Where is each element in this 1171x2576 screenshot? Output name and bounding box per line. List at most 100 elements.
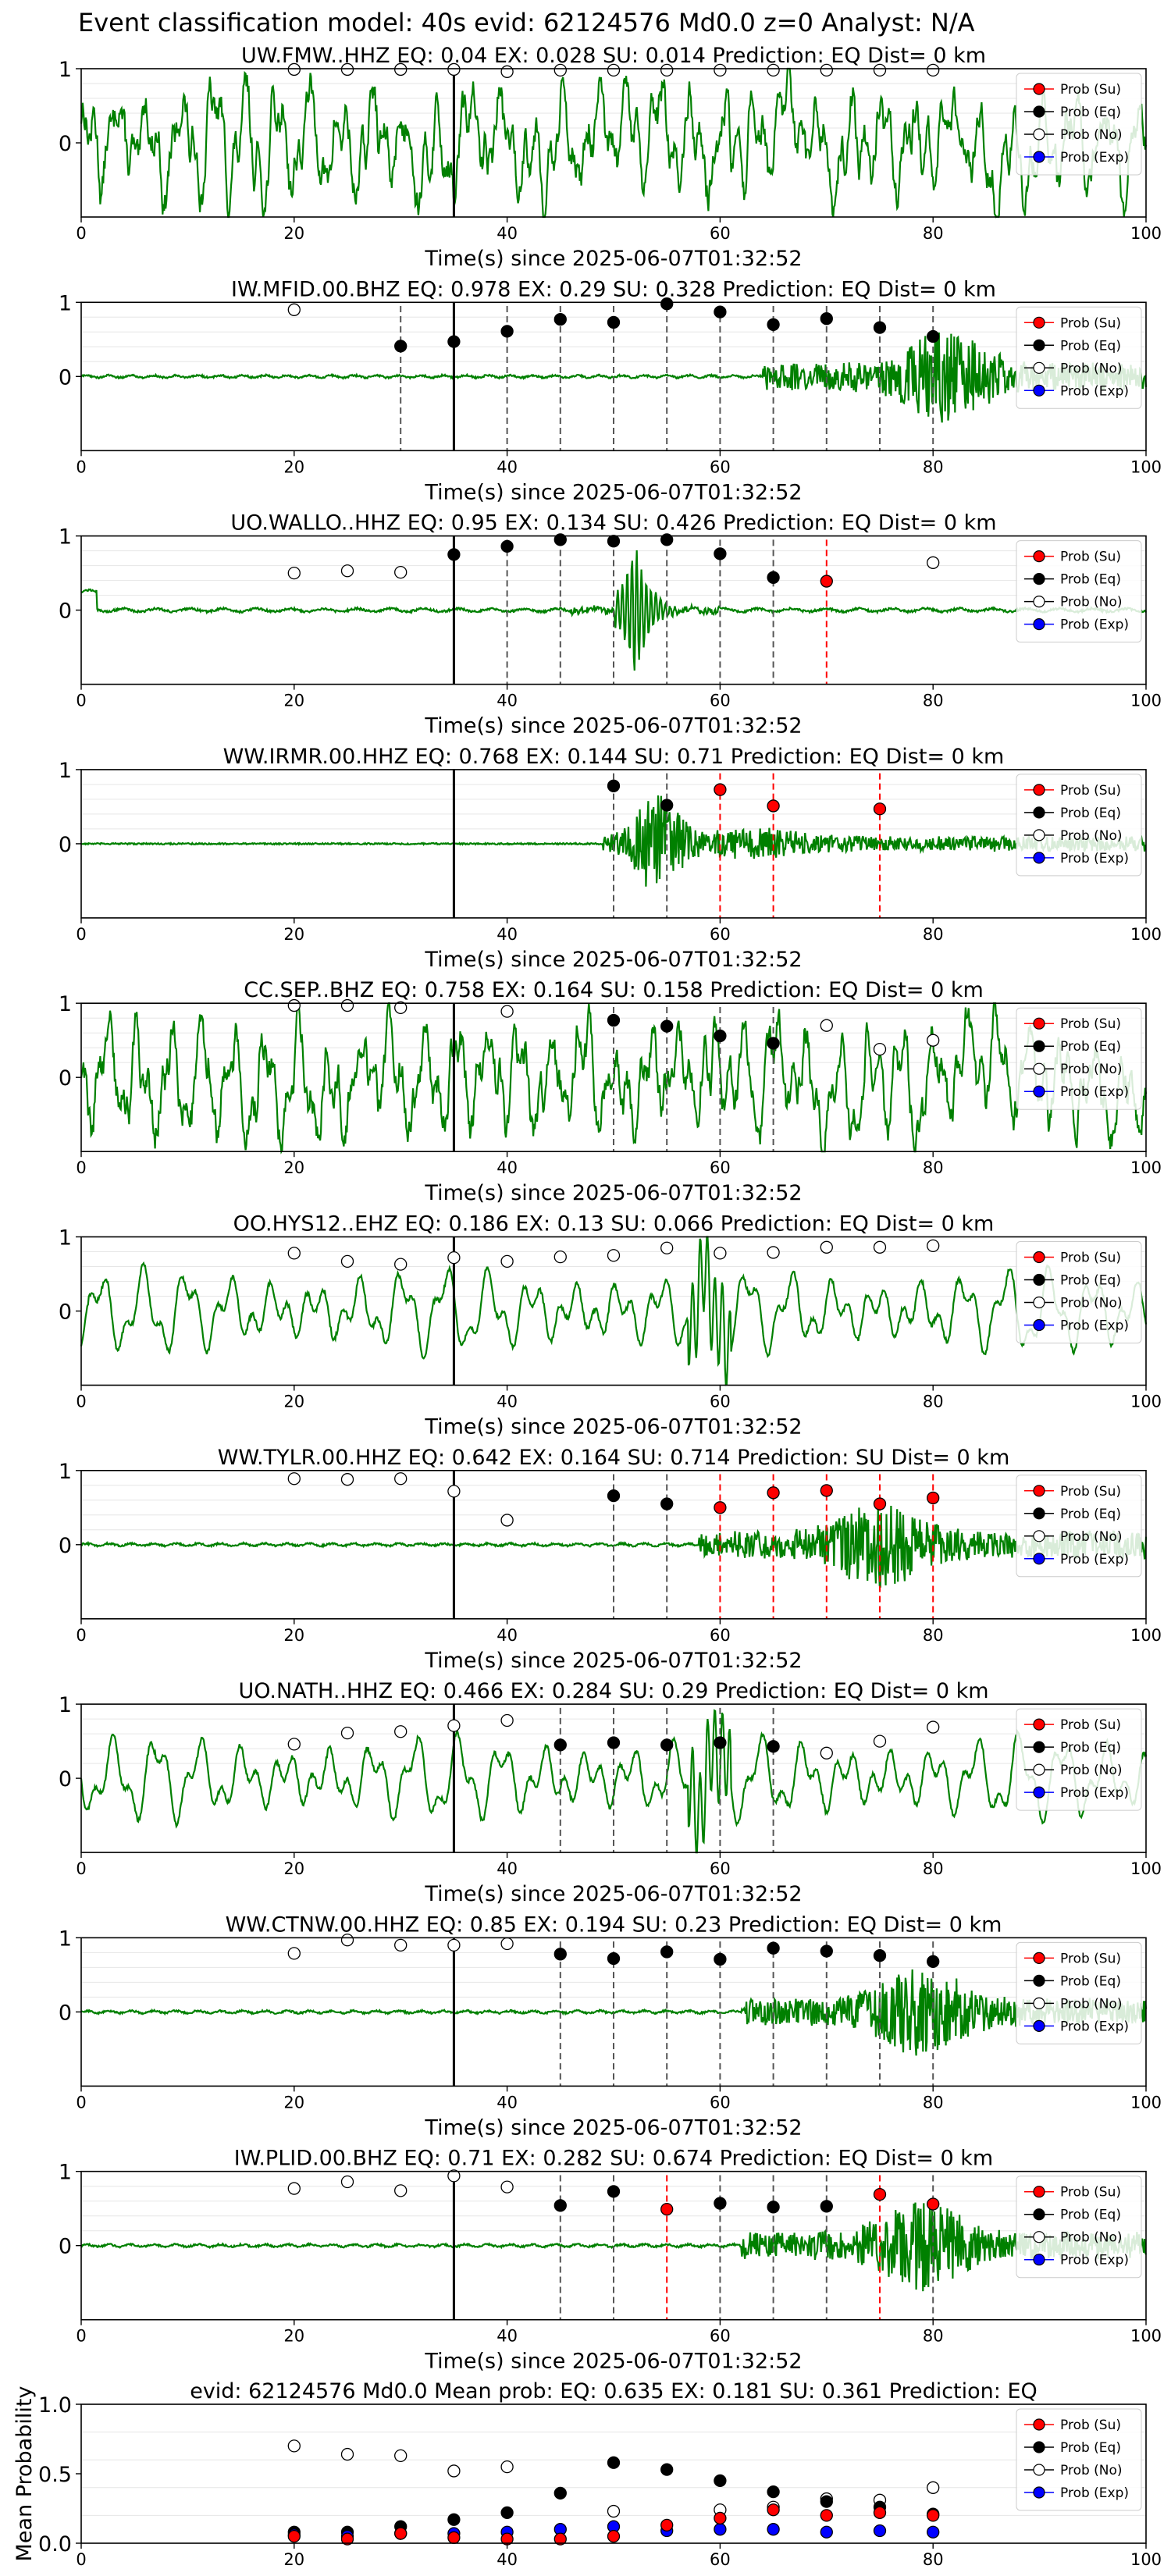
prob-point-no bbox=[447, 1485, 461, 1498]
x-tick-label: 0 bbox=[76, 1158, 86, 1177]
prob-point-eq bbox=[714, 2197, 727, 2210]
legend: Prob (Su) Prob (Eq) Prob (No) Prob (Exp) bbox=[1016, 1475, 1142, 1578]
legend-label: Prob (Exp) bbox=[1060, 1084, 1129, 1100]
prob-point-no bbox=[607, 63, 621, 77]
prob-point-eq bbox=[714, 1736, 727, 1749]
prob-point-no bbox=[767, 63, 780, 77]
legend-marker-su bbox=[1033, 1718, 1045, 1731]
x-tick-label: 80 bbox=[923, 1626, 944, 1645]
legend-marker-eq bbox=[1033, 2441, 1045, 2453]
x-tick-label: 40 bbox=[497, 692, 518, 710]
y-tick-label: 1 bbox=[59, 759, 72, 783]
prob-point-no bbox=[287, 1947, 301, 1960]
legend-label: Prob (Su) bbox=[1060, 315, 1121, 331]
x-tick-label: 100 bbox=[1130, 1859, 1162, 1878]
legend-marker-eq bbox=[1033, 339, 1045, 351]
mean-point-su bbox=[394, 2527, 408, 2540]
x-tick-label: 80 bbox=[923, 457, 944, 476]
legend-label: Prob (No) bbox=[1060, 2463, 1123, 2478]
legend-label: Prob (No) bbox=[1060, 1296, 1123, 1311]
panel-title: IW.PLID.00.BHZ EQ: 0.71 EX: 0.282 SU: 0.… bbox=[234, 2147, 993, 2171]
legend-marker-su bbox=[1033, 1952, 1045, 1964]
prob-point-no bbox=[340, 2175, 354, 2189]
prob-point-no bbox=[394, 1258, 408, 1271]
x-axis-label: Time(s) since 2025-06-07T01:32:52 bbox=[424, 948, 802, 972]
x-tick-label: 40 bbox=[497, 2327, 518, 2346]
y-tick-label: 1 bbox=[59, 1460, 72, 1484]
waveform-trace bbox=[80, 795, 1147, 887]
prob-point-no bbox=[287, 1472, 301, 1485]
legend-marker-su bbox=[1033, 2186, 1045, 2198]
legend-label: Prob (Eq) bbox=[1060, 1973, 1121, 1989]
legend-box bbox=[1016, 1475, 1142, 1578]
legend-label: Prob (No) bbox=[1060, 361, 1123, 376]
x-axis-label: Time(s) since 2025-06-07T01:32:52 bbox=[424, 1181, 802, 1205]
mean-point-eq bbox=[660, 2463, 674, 2476]
x-tick-label: 100 bbox=[1130, 224, 1162, 243]
prob-point-no bbox=[287, 62, 301, 76]
legend-box bbox=[1016, 1007, 1142, 1110]
y-tick-label: 0 bbox=[59, 1066, 72, 1091]
x-tick-label: 40 bbox=[497, 224, 518, 243]
legend-marker-no bbox=[1033, 361, 1045, 374]
y-tick-label: 1 bbox=[59, 1226, 72, 1251]
legend-label: Prob (No) bbox=[1060, 1996, 1123, 2012]
legend-label: Prob (No) bbox=[1060, 595, 1123, 610]
x-tick-label: 20 bbox=[283, 925, 304, 944]
legend-marker-exp bbox=[1033, 2019, 1045, 2032]
prob-point-eq bbox=[927, 1955, 940, 1968]
prob-point-no bbox=[394, 566, 408, 579]
legend-marker-no bbox=[1033, 1763, 1045, 1776]
prob-point-su bbox=[767, 1486, 780, 1500]
legend-label: Prob (No) bbox=[1060, 1529, 1123, 1545]
legend: Prob (Su) Prob (Eq) Prob (No) Prob (Exp) bbox=[1016, 540, 1142, 643]
prob-point-eq bbox=[767, 1941, 780, 1955]
prob-point-no bbox=[394, 1472, 408, 1485]
legend: Prob (Su) Prob (Eq) Prob (No) Prob (Exp) bbox=[1016, 1241, 1142, 1343]
panel-title: CC.SEP..BHZ EQ: 0.758 EX: 0.164 SU: 0.15… bbox=[244, 978, 984, 1002]
x-axis-label: Time(s) since 2025-06-07T01:32:52 bbox=[424, 480, 802, 504]
x-tick-label: 60 bbox=[710, 1158, 731, 1177]
prob-point-eq bbox=[607, 779, 621, 792]
prob-point-eq bbox=[553, 533, 567, 546]
legend-label: Prob (Eq) bbox=[1060, 1273, 1121, 1289]
x-tick-label: 20 bbox=[283, 1626, 304, 1645]
y-tick-label: 0 bbox=[59, 2001, 72, 2025]
x-tick-label: 40 bbox=[497, 1393, 518, 1411]
legend-marker-no bbox=[1033, 829, 1045, 841]
prob-point-eq bbox=[820, 312, 833, 326]
y-tick-label: 1 bbox=[59, 291, 72, 315]
legend-label: Prob (Eq) bbox=[1060, 1507, 1121, 1522]
mean-point-eq bbox=[500, 2506, 514, 2519]
legend-marker-no bbox=[1033, 2231, 1045, 2243]
mean-point-exp bbox=[714, 2523, 727, 2536]
legend-label: Prob (Eq) bbox=[1060, 2440, 1121, 2456]
x-tick-label: 100 bbox=[1130, 1393, 1162, 1411]
prob-point-no bbox=[873, 1042, 887, 1056]
mean-point-exp bbox=[927, 2525, 940, 2539]
prob-point-eq bbox=[660, 799, 674, 812]
legend-label: Prob (Su) bbox=[1060, 1251, 1121, 1266]
x-tick-label: 0 bbox=[76, 1393, 86, 1411]
mean-point-no bbox=[340, 2447, 354, 2461]
x-tick-label: 20 bbox=[283, 2093, 304, 2112]
legend-label: Prob (Exp) bbox=[1060, 617, 1129, 633]
prob-point-no bbox=[767, 1246, 780, 1259]
legend: Prob (Su) Prob (Eq) Prob (No) Prob (Exp) bbox=[1016, 2176, 1142, 2279]
x-tick-label: 20 bbox=[283, 1859, 304, 1878]
mean-point-eq bbox=[714, 2474, 727, 2488]
prob-point-eq bbox=[607, 2185, 621, 2198]
legend-marker-exp bbox=[1033, 2486, 1045, 2499]
legend: Prob (Su) Prob (Eq) Prob (No) Prob (Exp) bbox=[1016, 1007, 1142, 1110]
x-tick-label: 0 bbox=[76, 692, 86, 710]
legend-marker-no bbox=[1033, 595, 1045, 608]
legend-label: Prob (Eq) bbox=[1060, 105, 1121, 120]
prob-point-no bbox=[394, 2184, 408, 2197]
mean-point-no bbox=[607, 2504, 621, 2518]
mean-point-su bbox=[660, 2518, 674, 2532]
x-axis-label: Time(s) since 2025-06-07T01:32:52 bbox=[424, 1415, 802, 1439]
legend-label: Prob (Eq) bbox=[1060, 806, 1121, 821]
prob-point-eq bbox=[607, 535, 621, 548]
x-axis-label: Time(s) since 2025-06-07T01:32:52 bbox=[424, 2115, 802, 2140]
legend-label: Prob (Exp) bbox=[1060, 2019, 1129, 2034]
